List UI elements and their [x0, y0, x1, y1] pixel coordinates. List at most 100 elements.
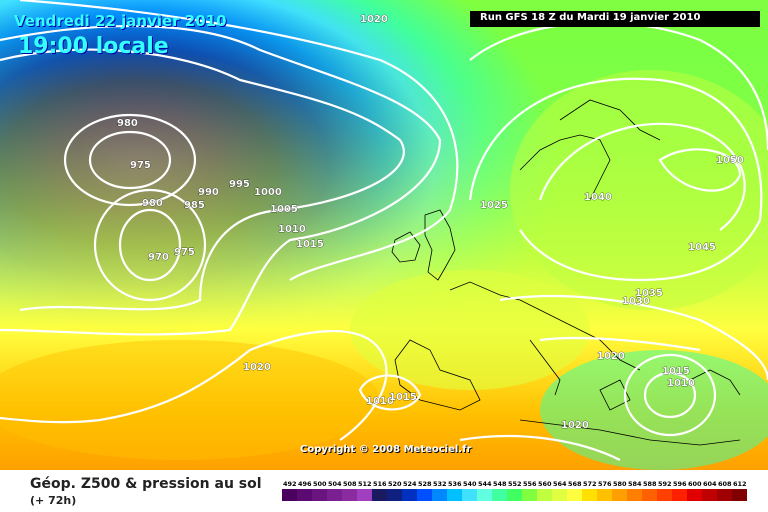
isobar-label: 975 [130, 160, 151, 171]
isobar-label: 1005 [270, 204, 298, 215]
scale-swatch [657, 489, 672, 501]
isobar-labels: 1020 980 975 990 995 1000 980 985 1005 1… [117, 14, 744, 432]
scale-swatch [282, 489, 297, 501]
isobar-label: 975 [174, 247, 195, 258]
isobar-label: 1030 [622, 296, 650, 307]
scale-swatch [687, 489, 702, 501]
isobar-label: 1010 [366, 396, 394, 407]
scale-label: 588 [643, 480, 657, 488]
scale-label: 552 [508, 480, 522, 488]
scale-label: 508 [343, 480, 357, 488]
scale-label: 540 [463, 480, 477, 488]
weather-map: 1020 980 975 990 995 1000 980 985 1005 1… [0, 0, 768, 470]
isobar-label: 1050 [716, 155, 744, 166]
isobar-label: 1015 [296, 239, 324, 250]
scale-label: 584 [628, 480, 642, 488]
coastlines [391, 99, 741, 446]
scale-swatch [642, 489, 657, 501]
scale-swatch [372, 489, 387, 501]
scale-swatch [597, 489, 612, 501]
scale-label: 492 [283, 480, 297, 488]
scale-label: 520 [388, 480, 402, 488]
scale-label: 524 [403, 480, 417, 488]
isobar-label: 1025 [480, 200, 508, 211]
scale-swatch [717, 489, 732, 501]
scale-swatch [327, 489, 342, 501]
scale-swatch [462, 489, 477, 501]
scale-swatch [492, 489, 507, 501]
scale-swatch [417, 489, 432, 501]
map-title: Géop. Z500 & pression au sol [30, 476, 262, 492]
scale-label: 532 [433, 480, 447, 488]
scale-label: 604 [703, 480, 717, 488]
isobar-label: 1045 [688, 242, 716, 253]
isobar-label: 1020 [360, 14, 388, 25]
scale-label: 496 [298, 480, 312, 488]
isobar-label: 995 [229, 179, 250, 190]
scale-label: 548 [493, 480, 507, 488]
isobar-label: 1000 [254, 187, 282, 198]
scale-label: 500 [313, 480, 327, 488]
scale-label: 580 [613, 480, 627, 488]
scale-swatch [627, 489, 642, 501]
isobar-label: 1010 [667, 378, 695, 389]
scale-label: 592 [658, 480, 672, 488]
scale-swatch [342, 489, 357, 501]
scale-label: 608 [718, 480, 732, 488]
scale-swatch [537, 489, 552, 501]
scale-swatch [402, 489, 417, 501]
run-box [470, 11, 760, 27]
scale-label: 556 [523, 480, 537, 488]
isobar-label: 1015 [389, 392, 417, 403]
isobar-label: 1015 [662, 366, 690, 377]
isobars [0, 0, 768, 461]
scale-swatch [447, 489, 462, 501]
isobar-label: 990 [198, 187, 219, 198]
scale-label: 564 [553, 480, 567, 488]
scale-swatch [702, 489, 717, 501]
scale-swatch [387, 489, 402, 501]
scale-label: 512 [358, 480, 372, 488]
isobar-label: 980 [117, 118, 138, 129]
scale-swatch [357, 489, 372, 501]
scale-label: 544 [478, 480, 492, 488]
scale-swatch [312, 489, 327, 501]
scale-label: 528 [418, 480, 432, 488]
isobar-label: 1020 [561, 420, 589, 431]
scale-label: 536 [448, 480, 462, 488]
forecast-date: Vendredi 22 janvier 2010 [14, 12, 227, 30]
map-subtitle: (+ 72h) [30, 494, 77, 507]
scale-swatch [297, 489, 312, 501]
scale-label: 572 [583, 480, 597, 488]
scale-swatch [567, 489, 582, 501]
legend-bar: Géop. Z500 & pression au sol (+ 72h) 492… [0, 470, 768, 512]
scale-label: 568 [568, 480, 582, 488]
scale-label: 560 [538, 480, 552, 488]
isobar-label: 1020 [243, 362, 271, 373]
forecast-time: 19:00 locale [18, 34, 169, 59]
isobar-label: 980 [142, 198, 163, 209]
isobar-label: 985 [184, 200, 205, 211]
scale-swatch [552, 489, 567, 501]
isobar-label: 1035 [635, 288, 663, 299]
scale-label: 516 [373, 480, 387, 488]
scale-swatch [672, 489, 687, 501]
copyright: Copyright © 2008 Meteociel.fr [300, 444, 472, 455]
scale-label: 596 [673, 480, 687, 488]
scale-swatch [522, 489, 537, 501]
isobar-label: 1010 [278, 224, 306, 235]
scale-label: 576 [598, 480, 612, 488]
run-info: Run GFS 18 Z du Mardi 19 janvier 2010 [480, 12, 701, 23]
scale-swatch [507, 489, 522, 501]
scale-label: 612 [733, 480, 747, 488]
scale-swatch [582, 489, 597, 501]
isobar-label: 1020 [597, 351, 625, 362]
scale-swatch [732, 489, 747, 501]
color-scale: 492 496 500 504 508 512 516 520 524 528 532 536 540 5… [282, 480, 747, 501]
scale-swatch [612, 489, 627, 501]
scale-swatch [432, 489, 447, 501]
scale-swatch [477, 489, 492, 501]
scale-label: 504 [328, 480, 342, 488]
scale-label: 600 [688, 480, 702, 488]
isobar-label: 1040 [584, 192, 612, 203]
